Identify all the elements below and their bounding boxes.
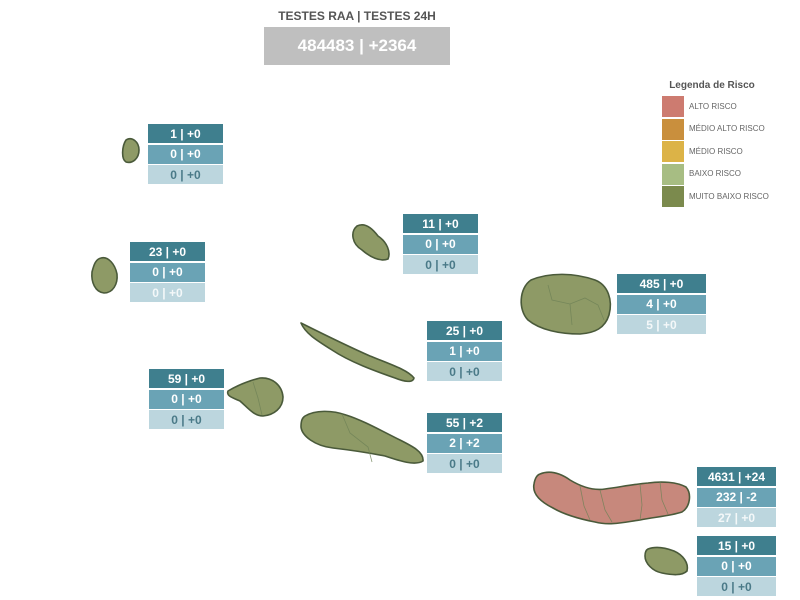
stats-corvo-other: 0 | +0 <box>148 165 223 184</box>
stats-corvo-active: 0 | +0 <box>148 144 223 164</box>
stats-graciosa: 11 | +0 0 | +0 0 | +0 <box>403 214 478 276</box>
island-santa-maria[interactable] <box>644 546 689 576</box>
stats-faial-active: 0 | +0 <box>149 389 224 409</box>
stats-sao-jorge-other: 0 | +0 <box>427 362 502 381</box>
stats-santa-maria: 15 | +0 0 | +0 0 | +0 <box>697 536 776 598</box>
stats-terceira-other: 5 | +0 <box>617 315 706 334</box>
legend-swatch <box>662 186 684 207</box>
stats-pico: 55 | +2 2 | +2 0 | +0 <box>427 413 502 475</box>
legend-swatch <box>662 141 684 162</box>
stats-faial-other: 0 | +0 <box>149 410 224 429</box>
legend-item-medio: MÉDIO RISCO <box>662 141 772 162</box>
stats-graciosa-cases: 11 | +0 <box>403 214 478 233</box>
legend-label: ALTO RISCO <box>689 101 737 111</box>
island-pico[interactable] <box>300 410 424 464</box>
risk-legend: Legenda de Risco ALTO RISCO MÉDIO ALTO R… <box>662 80 772 209</box>
legend-item-muito-baixo: MUITO BAIXO RISCO <box>662 186 772 207</box>
island-sao-jorge[interactable] <box>300 322 415 383</box>
stats-corvo: 1 | +0 0 | +0 0 | +0 <box>148 124 223 186</box>
stats-terceira-cases: 485 | +0 <box>617 274 706 293</box>
stats-sao-jorge: 25 | +0 1 | +0 0 | +0 <box>427 321 502 383</box>
stats-flores: 23 | +0 0 | +0 0 | +0 <box>130 242 205 304</box>
header-title: TESTES RAA | TESTES 24H <box>278 9 436 23</box>
legend-item-baixo: BAIXO RISCO <box>662 163 772 185</box>
stats-sao-miguel-cases: 4631 | +24 <box>697 467 776 486</box>
island-sao-miguel[interactable] <box>532 471 691 525</box>
island-corvo[interactable] <box>121 137 140 164</box>
stats-faial: 59 | +0 0 | +0 0 | +0 <box>149 369 224 431</box>
island-terceira[interactable] <box>520 273 612 335</box>
municipal-borders <box>252 284 669 523</box>
stats-santa-maria-other: 0 | +0 <box>697 577 776 596</box>
stats-sao-miguel: 4631 | +24 232 | -2 27 | +0 <box>697 467 776 529</box>
stats-corvo-cases: 1 | +0 <box>148 124 223 143</box>
total-tests-box: 484483 | +2364 <box>264 27 450 65</box>
stats-graciosa-other: 0 | +0 <box>403 255 478 274</box>
legend-label: MÉDIO ALTO RISCO <box>689 124 765 133</box>
stats-sao-jorge-cases: 25 | +0 <box>427 321 502 340</box>
stats-sao-jorge-active: 1 | +0 <box>427 341 502 361</box>
stats-pico-other: 0 | +0 <box>427 454 502 473</box>
legend-label: MUITO BAIXO RISCO <box>689 191 769 201</box>
stats-flores-cases: 23 | +0 <box>130 242 205 261</box>
stats-santa-maria-active: 0 | +0 <box>697 556 776 576</box>
stats-terceira: 485 | +0 4 | +0 5 | +0 <box>617 274 706 336</box>
stats-sao-miguel-active: 232 | -2 <box>697 487 776 507</box>
legend-swatch <box>662 163 684 185</box>
stats-pico-cases: 55 | +2 <box>427 413 502 432</box>
island-faial[interactable] <box>226 377 284 417</box>
legend-item-medio-alto: MÉDIO ALTO RISCO <box>662 118 772 140</box>
stats-pico-active: 2 | +2 <box>427 433 502 453</box>
legend-title: Legenda de Risco <box>669 80 755 91</box>
stats-santa-maria-cases: 15 | +0 <box>697 536 776 555</box>
stats-graciosa-active: 0 | +0 <box>403 234 478 254</box>
stats-sao-miguel-other: 27 | +0 <box>697 508 776 527</box>
legend-item-alto: ALTO RISCO <box>662 96 772 117</box>
legend-swatch <box>662 118 684 140</box>
legend-swatch <box>662 96 684 117</box>
island-graciosa[interactable] <box>352 223 390 261</box>
stats-flores-active: 0 | +0 <box>130 262 205 282</box>
island-flores[interactable] <box>91 256 118 294</box>
stats-faial-cases: 59 | +0 <box>149 369 224 388</box>
legend-label: MÉDIO RISCO <box>689 146 743 156</box>
stats-terceira-active: 4 | +0 <box>617 294 706 314</box>
stats-flores-other: 0 | +0 <box>130 283 205 302</box>
legend-label: BAIXO RISCO <box>689 169 742 178</box>
